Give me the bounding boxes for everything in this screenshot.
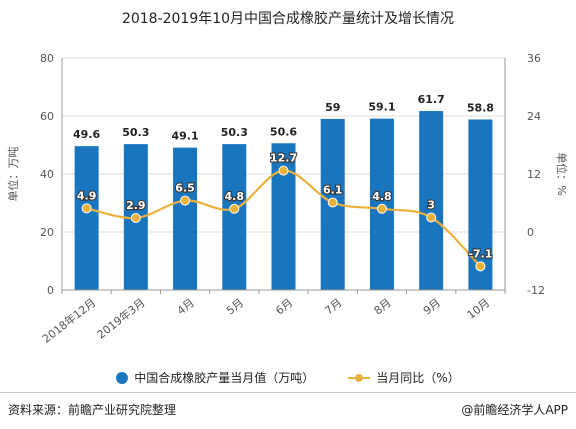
legend-bar-label: 中国合成橡胶产量当月值（万吨） <box>134 371 315 385</box>
right-tick-label: -12 <box>527 284 545 297</box>
growth-value-label: 2.9 <box>126 199 146 212</box>
growth-point <box>475 261 486 272</box>
bar <box>173 147 198 290</box>
bar-value-label: 59.1 <box>368 101 395 114</box>
bar-value-label: 49.6 <box>73 128 100 141</box>
x-tick-label: 10月 <box>465 296 493 322</box>
source-note: 资料来源：前瞻产业研究院整理 <box>8 403 177 417</box>
chart-title: 2018-2019年10月中国合成橡胶产量统计及增长情况 <box>121 11 455 27</box>
footer-divider <box>0 392 576 393</box>
left-tick-label: 40 <box>40 168 54 181</box>
growth-point <box>327 197 338 208</box>
growth-point <box>278 165 289 176</box>
axes: 0 20 40 60 80 -12 0 12 24 36 单位：万吨 单位：% 2018年12月2019… <box>6 52 569 346</box>
bar-value-label: 50.6 <box>270 125 297 138</box>
bar <box>74 146 99 290</box>
growth-point <box>130 212 141 223</box>
bar <box>222 144 247 290</box>
growth-value-label: 12.7 <box>270 152 297 165</box>
x-tick-label: 4月 <box>175 296 197 317</box>
legend-line-label: 当月同比（%） <box>376 371 460 385</box>
growth-value-label: 4.8 <box>225 190 245 203</box>
data-labels: 49.6 50.3 49.1 50.3 50.6 59 59.1 61.7 58.8 4.9 2.9… <box>73 93 494 261</box>
right-axis-title: 单位：% <box>555 152 569 195</box>
bar-value-label: 50.3 <box>122 126 149 139</box>
brand-credit: @前瞻经济学人APP <box>461 403 568 417</box>
growth-value-label: 6.1 <box>323 184 343 197</box>
bar <box>419 111 444 290</box>
growth-value-label: 4.8 <box>372 190 392 203</box>
left-tick-label: 0 <box>47 284 54 297</box>
growth-point <box>426 212 437 223</box>
right-tick-label: 0 <box>527 226 534 239</box>
x-tick-label: 2018年12月 <box>39 295 98 345</box>
growth-value-label: 3 <box>427 199 435 212</box>
x-tick-label: 7月 <box>322 296 344 317</box>
legend: 中国合成橡胶产量当月值（万吨） 当月同比（%） <box>0 369 576 386</box>
growth-value-label: -7.1 <box>468 247 492 260</box>
x-tick-label: 5月 <box>224 296 246 317</box>
bar <box>271 143 296 290</box>
line-series <box>81 165 486 272</box>
x-tick-label: 6月 <box>273 296 295 317</box>
growth-point <box>81 203 92 214</box>
x-tick-label: 9月 <box>421 296 443 317</box>
right-tick-label: 12 <box>527 168 541 181</box>
legend-item-line[interactable]: 当月同比（%） <box>348 369 460 386</box>
growth-point <box>180 195 191 206</box>
bar-value-label: 61.7 <box>418 93 445 106</box>
combo-chart: 49.6 50.3 49.1 50.3 50.6 59 59.1 61.7 58.8 4.9 2.9… <box>6 52 569 346</box>
growth-point <box>376 203 387 214</box>
growth-value-label: 4.9 <box>77 189 97 202</box>
bar-value-label: 59 <box>325 101 340 114</box>
growth-value-label: 6.5 <box>175 182 195 195</box>
right-tick-label: 24 <box>527 110 541 123</box>
bar-value-label: 58.8 <box>467 101 494 114</box>
x-tick-label: 8月 <box>372 296 394 317</box>
legend-line-swatch <box>348 372 371 384</box>
left-tick-label: 60 <box>40 110 54 123</box>
bar-value-label: 50.3 <box>221 126 248 139</box>
x-tick-label: 2019年3月 <box>94 295 148 341</box>
left-tick-label: 20 <box>40 226 54 239</box>
bar-value-label: 49.1 <box>171 130 198 143</box>
growth-point <box>229 203 240 214</box>
left-axis-title: 单位：万吨 <box>6 147 20 202</box>
legend-item-bar[interactable]: 中国合成橡胶产量当月值（万吨） <box>116 369 314 386</box>
legend-bar-swatch <box>116 371 129 384</box>
right-tick-label: 36 <box>527 52 541 65</box>
left-tick-label: 80 <box>40 52 54 65</box>
